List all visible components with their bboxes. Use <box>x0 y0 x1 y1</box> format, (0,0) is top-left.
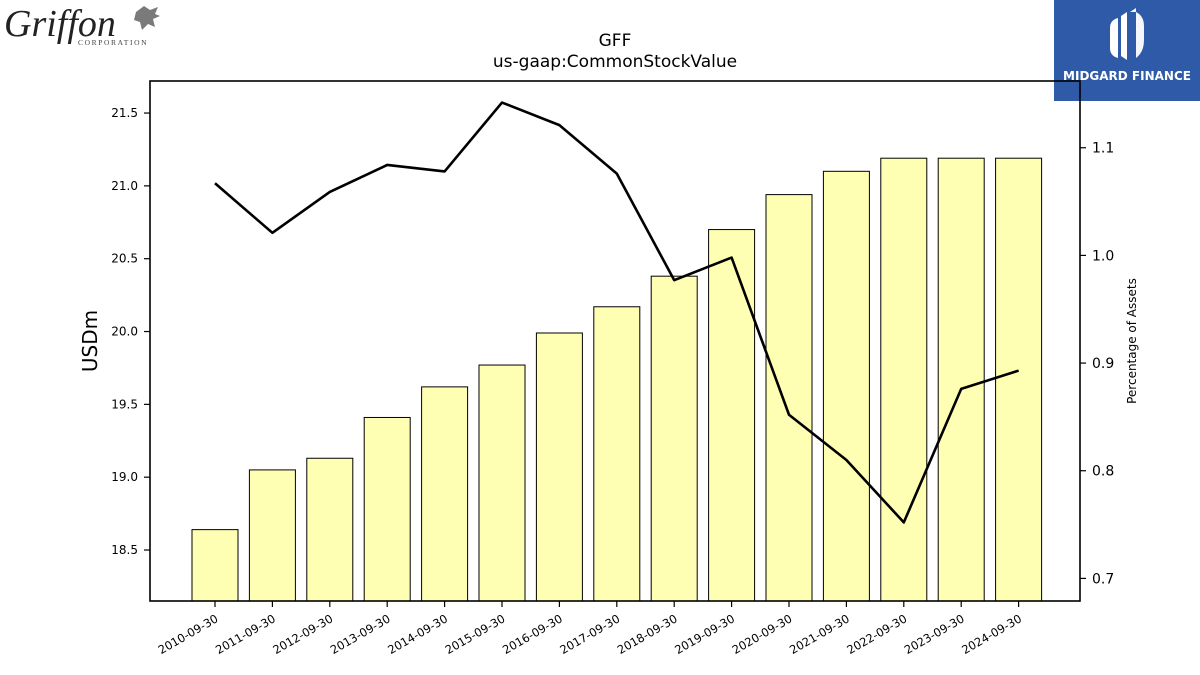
x-tick-label: 2019-09-30 <box>672 611 737 657</box>
x-tick-label: 2011-09-30 <box>213 611 278 657</box>
y2-tick-label: 0.7 <box>1092 571 1114 587</box>
x-tick-label: 2021-09-30 <box>787 611 852 657</box>
bar <box>937 157 985 602</box>
x-tick-label: 2013-09-30 <box>328 611 393 657</box>
bar <box>363 416 411 602</box>
plot-frame <box>149 80 1081 602</box>
midgard-logo-text: MIDGARD FINANCE <box>1063 69 1191 83</box>
griffin-icon <box>134 6 160 30</box>
x-tick-label: 2014-09-30 <box>385 611 450 657</box>
chart-subtitle: us-gaap:CommonStockValue <box>492 52 738 72</box>
x-tick-label: 2024-09-30 <box>959 611 1024 657</box>
y-axis-label: USDm <box>78 310 102 372</box>
bar <box>708 229 756 602</box>
griffon-logo-sub: CORPORATION <box>78 38 148 47</box>
bar <box>593 306 641 602</box>
bar <box>421 386 469 602</box>
bar <box>248 469 296 602</box>
chart-title: GFF <box>598 31 632 51</box>
bar <box>478 364 526 602</box>
y-tick-label: 19.0 <box>111 470 138 484</box>
midgard-finance-logo: MIDGARD FINANCE <box>1054 0 1200 101</box>
x-tick-label: 2016-09-30 <box>500 611 565 657</box>
y-tick-label: 21.0 <box>111 179 138 193</box>
y-tick-label: 19.5 <box>111 397 138 411</box>
x-tick-label: 2022-09-30 <box>844 611 909 657</box>
x-tick-label: 2017-09-30 <box>557 611 622 657</box>
x-tick-label: 2012-09-30 <box>270 611 335 657</box>
midgard-emblem-icon <box>1110 8 1144 60</box>
griffon-logo: Griffon CORPORATION <box>0 0 170 52</box>
y2-tick-label: 0.8 <box>1092 464 1114 480</box>
x-tick-label: 2018-09-30 <box>615 611 680 657</box>
y-tick-label: 18.5 <box>111 543 138 557</box>
x-tick-label: 2015-09-30 <box>443 611 508 657</box>
bar <box>191 529 239 602</box>
x-tick-label: 2023-09-30 <box>902 611 967 657</box>
bar <box>880 157 928 602</box>
bar <box>995 157 1043 602</box>
y2-tick-label: 1.0 <box>1092 248 1114 264</box>
bar <box>306 457 354 602</box>
y2-tick-label: 0.9 <box>1092 356 1114 372</box>
y-tick-label: 20.5 <box>111 252 138 266</box>
x-tick-label: 2010-09-30 <box>156 611 221 657</box>
bar <box>765 194 813 602</box>
bar <box>535 332 583 602</box>
y2-axis-label: Percentage of Assets <box>1125 278 1139 404</box>
griffon-logo-wordmark: Griffon <box>4 3 116 45</box>
bar <box>650 275 698 602</box>
y-tick-label: 21.5 <box>111 106 138 120</box>
x-tick-label: 2020-09-30 <box>730 611 795 657</box>
y-tick-label: 20.0 <box>111 325 138 339</box>
y2-tick-label: 1.1 <box>1092 141 1114 157</box>
bar <box>822 170 870 602</box>
